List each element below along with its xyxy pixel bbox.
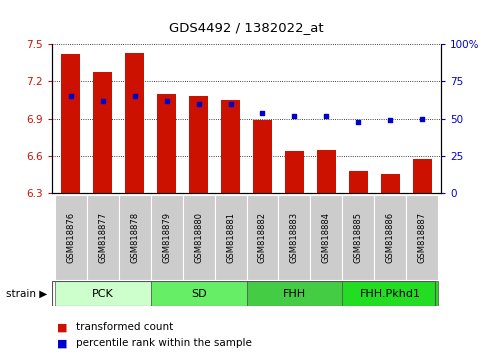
Text: GSM818881: GSM818881 [226, 212, 235, 263]
Bar [374, 195, 406, 280]
Point [99, 98, 107, 104]
Text: GSM818876: GSM818876 [67, 212, 75, 263]
Bar [342, 281, 438, 306]
Text: GDS4492 / 1382022_at: GDS4492 / 1382022_at [169, 21, 324, 34]
Text: GSM818885: GSM818885 [354, 212, 363, 263]
Bar [125, 53, 144, 193]
Text: GSM818884: GSM818884 [322, 212, 331, 263]
Point [195, 101, 203, 107]
Point [386, 117, 394, 123]
Bar [93, 72, 112, 193]
Text: GSM818880: GSM818880 [194, 212, 203, 263]
Bar [246, 281, 342, 306]
Bar [214, 195, 246, 280]
Point [290, 113, 298, 119]
Text: strain ▶: strain ▶ [5, 289, 47, 299]
Point [418, 116, 426, 121]
Bar [279, 195, 311, 280]
Text: GSM818887: GSM818887 [418, 212, 426, 263]
Point [322, 113, 330, 119]
Text: percentile rank within the sample: percentile rank within the sample [76, 338, 252, 348]
Point [227, 101, 235, 107]
Point [163, 98, 171, 104]
Point [258, 110, 266, 115]
Bar [349, 171, 368, 193]
Text: GSM818878: GSM818878 [130, 212, 139, 263]
Bar [311, 195, 342, 280]
Bar [151, 281, 246, 306]
Text: ■: ■ [57, 338, 67, 348]
Bar [246, 195, 279, 280]
Text: PCK: PCK [92, 289, 114, 299]
Text: GSM818883: GSM818883 [290, 212, 299, 263]
Bar [381, 175, 400, 193]
Text: SD: SD [191, 289, 207, 299]
Text: ■: ■ [57, 322, 67, 332]
Bar [119, 195, 151, 280]
Bar [61, 54, 80, 193]
Bar [182, 195, 214, 280]
Bar [55, 195, 87, 280]
Point [67, 93, 75, 99]
Text: GSM818879: GSM818879 [162, 212, 171, 263]
Text: GSM818886: GSM818886 [386, 212, 395, 263]
Bar [151, 195, 182, 280]
Bar [55, 281, 151, 306]
Bar [413, 159, 432, 193]
Bar [406, 195, 438, 280]
Point [354, 119, 362, 124]
Text: FHH.Pkhd1: FHH.Pkhd1 [360, 289, 421, 299]
Bar [253, 120, 272, 193]
Bar [221, 100, 240, 193]
Bar [157, 94, 176, 193]
Text: GSM818882: GSM818882 [258, 212, 267, 263]
Bar [87, 195, 119, 280]
Point [131, 93, 139, 99]
Bar [342, 195, 374, 280]
Bar [317, 149, 336, 193]
Text: FHH: FHH [283, 289, 306, 299]
Text: GSM818877: GSM818877 [98, 212, 107, 263]
Bar [285, 151, 304, 193]
Bar [189, 96, 208, 193]
Text: transformed count: transformed count [76, 322, 174, 332]
